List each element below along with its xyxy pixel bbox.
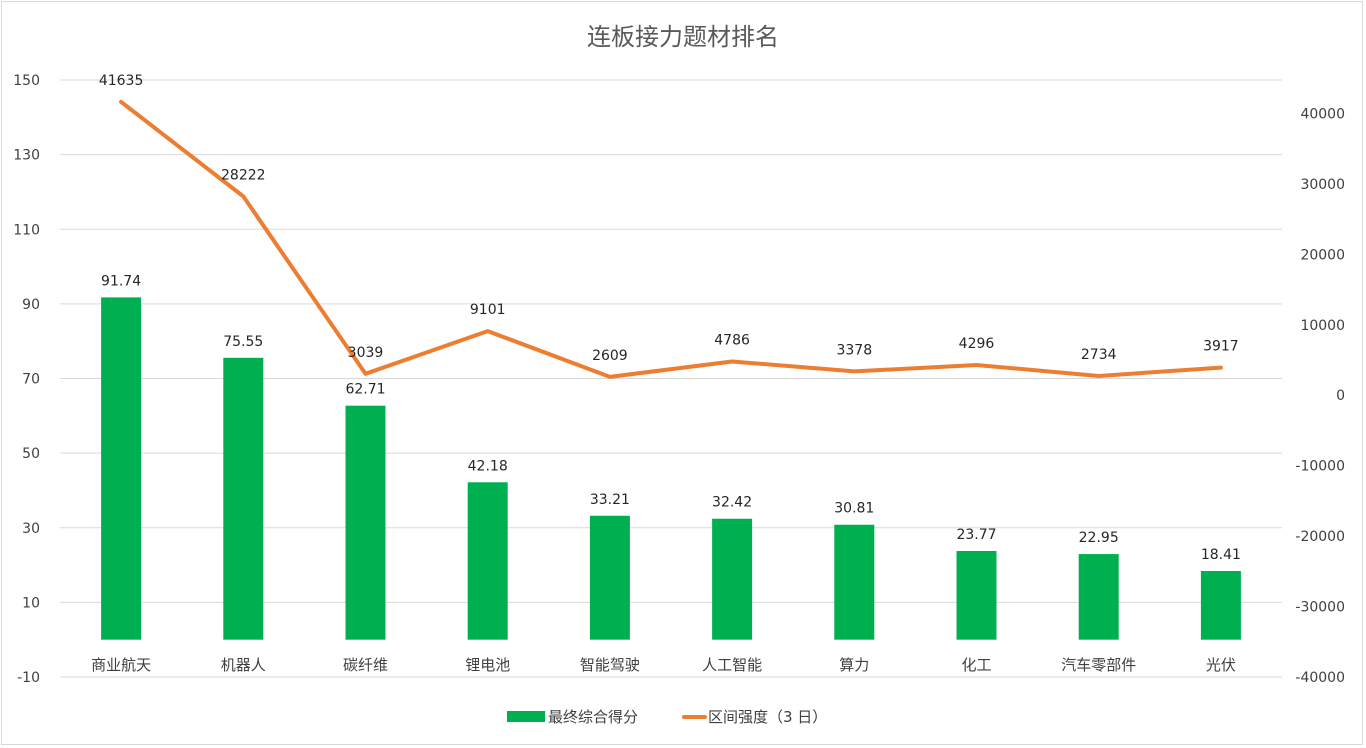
left-axis-tick: -10 (17, 670, 40, 686)
bar (956, 550, 997, 640)
right-axis-tick: 20000 (1300, 247, 1345, 263)
bar (1078, 554, 1119, 640)
bar-data-label: 75.55 (223, 334, 263, 350)
right-axis-tick: 30000 (1300, 177, 1345, 193)
line-data-label: 2734 (1081, 347, 1117, 363)
chart-title: 连板接力题材排名 (587, 23, 779, 51)
bar-data-label: 30.81 (834, 501, 874, 517)
category-label: 算力 (839, 656, 869, 674)
category-label: 人工智能 (702, 656, 762, 674)
left-axis-tick: 50 (22, 446, 40, 462)
line-data-label: 2609 (592, 348, 628, 364)
bar-data-label: 33.21 (590, 492, 630, 508)
line-data-label: 28222 (221, 167, 266, 183)
left-axis-tick: 110 (13, 222, 40, 238)
category-label: 光伏 (1206, 656, 1236, 674)
bar (712, 518, 753, 640)
legend-swatch-bar (507, 711, 545, 722)
left-axis-tick: 10 (22, 595, 40, 611)
right-axis-tick: -30000 (1295, 600, 1345, 616)
bar-data-label: 18.41 (1201, 547, 1241, 563)
bar-data-label: 22.95 (1079, 530, 1119, 546)
category-label: 化工 (961, 656, 991, 674)
bar-data-label: 62.71 (345, 382, 385, 398)
right-axis-tick: 40000 (1300, 106, 1345, 122)
left-axis-tick: 90 (22, 297, 40, 313)
category-label: 汽车零部件 (1061, 656, 1136, 674)
bar-data-label: 32.42 (712, 495, 752, 511)
category-label: 锂电池 (465, 656, 510, 674)
bar (1200, 570, 1241, 640)
right-axis-tick: 0 (1336, 388, 1345, 404)
legend-label-bar: 最终综合得分 (548, 708, 638, 726)
category-label: 碳纤维 (343, 656, 388, 674)
bar (834, 524, 875, 640)
bar (345, 405, 386, 640)
category-label: 智能驾驶 (580, 656, 640, 674)
bar (101, 297, 142, 640)
right-axis-tick: -40000 (1295, 670, 1345, 686)
right-axis-tick: -10000 (1295, 459, 1345, 475)
line-series (119, 99, 1223, 379)
bar (589, 515, 630, 640)
line-data-label: 4786 (714, 332, 750, 348)
bar-data-label: 42.18 (468, 458, 508, 474)
left-axis-tick: 150 (13, 73, 40, 89)
category-label: 机器人 (221, 656, 266, 674)
bar (223, 357, 264, 640)
bar-data-label: 23.77 (956, 527, 996, 543)
right-axis-tick: 10000 (1300, 318, 1345, 334)
legend-label-line: 区间强度（3 日） (708, 708, 827, 726)
left-axis-tick: 130 (13, 148, 40, 164)
line-data-label: 41635 (99, 73, 144, 89)
left-axis-tick: 30 (22, 521, 40, 537)
line-data-label: 3378 (836, 342, 872, 358)
line-data-label: 4296 (959, 336, 995, 352)
left-axis-tick: 70 (22, 372, 40, 388)
right-axis-tick: -20000 (1295, 529, 1345, 545)
line-data-label: 9101 (470, 302, 506, 318)
line-data-label: 3917 (1203, 339, 1239, 355)
category-label: 商业航天 (91, 656, 151, 674)
bar-data-label: 91.74 (101, 273, 141, 289)
bar (467, 482, 508, 640)
line-data-label: 3039 (348, 345, 384, 361)
